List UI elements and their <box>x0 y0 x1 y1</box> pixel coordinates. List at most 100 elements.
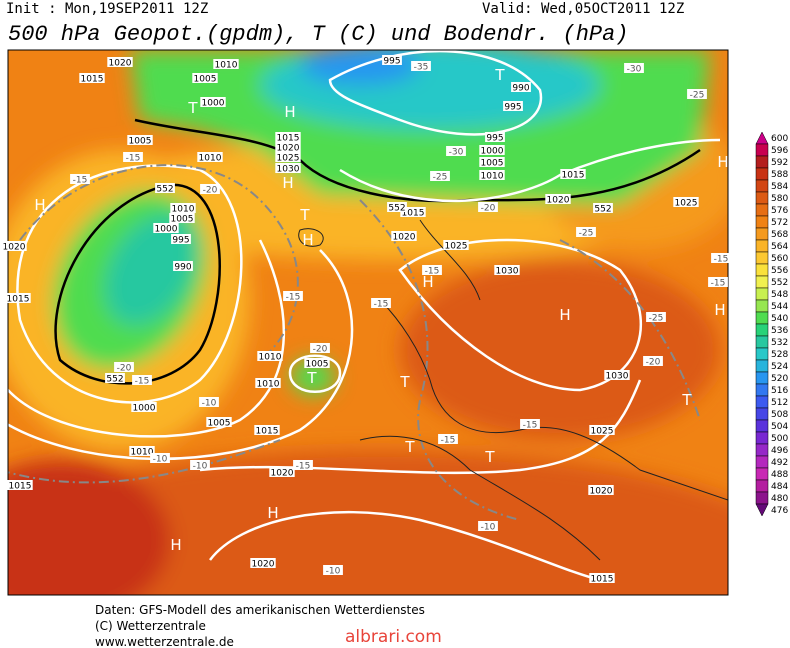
isobar-label: 1015 <box>562 171 585 181</box>
temperature-label-box <box>478 521 498 531</box>
isobar-label-box <box>304 358 330 368</box>
colorbar-label: 492 <box>771 458 788 468</box>
temperature-label-box <box>624 63 644 73</box>
isobar-label: 1025 <box>591 427 614 437</box>
isobar-label: 1010 <box>257 380 280 390</box>
pressure-center: H <box>34 196 45 214</box>
colorbar-swatch <box>755 275 769 289</box>
isobar-label: 1005 <box>481 159 504 169</box>
colorbar-cap <box>755 131 769 145</box>
temperature-label-box <box>199 397 219 407</box>
pressure-center: H <box>559 306 570 324</box>
temperature-label: -15 <box>296 462 311 472</box>
colorbar-label: 504 <box>771 422 788 432</box>
pressure-center: T <box>399 373 410 391</box>
geopotential-label-box <box>155 183 175 193</box>
colorbar-swatch <box>755 155 769 169</box>
isobar-label: 1010 <box>131 448 154 458</box>
isobar-label-box <box>269 467 295 477</box>
colorbar-swatch <box>755 215 769 229</box>
temperature-label: -15 <box>135 377 150 387</box>
isobar-label-box <box>545 194 571 204</box>
temperature-label-box <box>283 291 303 301</box>
colorbar-swatch <box>755 407 769 421</box>
isobar-label: 1015 <box>9 482 32 492</box>
isobar-label: 1005 <box>171 215 194 225</box>
temperature-label: -10 <box>193 462 208 472</box>
colorbar-label: 564 <box>771 242 788 252</box>
geopotential-label-box <box>593 203 613 213</box>
temperature-label-box <box>200 184 220 194</box>
isobar-label: 1020 <box>393 233 416 243</box>
temperature-label-box <box>114 362 134 372</box>
isobar-label: 1000 <box>202 99 225 109</box>
isobar-label: 1020 <box>252 560 275 570</box>
isobar-label: 1015 <box>277 134 300 144</box>
colorbar-swatch <box>755 167 769 181</box>
isobar-label: 1005 <box>129 137 152 147</box>
colorbar-label: 524 <box>771 362 788 372</box>
temperature-label: -30 <box>627 65 642 75</box>
temperature-label: -10 <box>153 455 168 465</box>
temperature-label-box <box>520 419 540 429</box>
isobar-label-box <box>131 402 157 412</box>
isobar-label-box <box>107 57 133 67</box>
colorbar-swatch <box>755 335 769 349</box>
geopotential-label: 552 <box>388 204 405 214</box>
temperature-label-box <box>190 460 210 470</box>
temperature-label: -15 <box>374 300 389 310</box>
isobar-label: 995 <box>172 236 189 246</box>
isobar-label: 1020 <box>271 469 294 479</box>
colorbar-label: 548 <box>771 290 788 300</box>
colorbar-swatch <box>755 419 769 433</box>
isobar-label-box <box>169 213 195 223</box>
isobar-label: 1010 <box>199 154 222 164</box>
temperature-label: -35 <box>414 63 429 73</box>
temperature-label: -20 <box>313 345 328 355</box>
map-frame <box>7 49 729 596</box>
colorbar-label: 528 <box>771 350 788 360</box>
temperature-label-box <box>438 434 458 444</box>
isobar-label: 1010 <box>259 353 282 363</box>
isobar-label-box <box>275 132 301 142</box>
temperature-label-box <box>478 202 498 212</box>
colorbar-label: 488 <box>771 470 788 480</box>
colorbar-swatch <box>755 467 769 481</box>
colorbar-label: 596 <box>771 146 788 156</box>
valid-time: Valid: Wed,05OCT2011 12Z <box>482 1 684 17</box>
temperature-label-box <box>643 356 663 366</box>
isobar-label-box <box>79 73 105 83</box>
colorbar-swatch <box>755 179 769 193</box>
isobar-label-box <box>1 241 27 251</box>
temperature-label: -10 <box>481 523 496 533</box>
isobar-label: 1000 <box>481 147 504 157</box>
isobar-label-box <box>257 351 283 361</box>
pressure-center: H <box>267 504 278 522</box>
colorbar-swatch <box>755 251 769 265</box>
temperature-label: -15 <box>425 267 440 277</box>
isobar-label-box <box>170 203 196 213</box>
temperature-label: -10 <box>202 399 217 409</box>
temperature-label: -15 <box>126 154 141 164</box>
isobar-label-box <box>127 135 153 145</box>
isobar-label-box <box>560 169 586 179</box>
temperature-label: -25 <box>649 314 664 324</box>
temperature-label-box <box>323 565 343 575</box>
init-time: Init : Mon,19SEP2011 12Z <box>6 1 208 17</box>
colorbar-swatch <box>755 359 769 373</box>
temperature-label: -10 <box>326 567 341 577</box>
footer-line: Daten: GFS-Modell des amerikanischen Wet… <box>95 603 425 617</box>
isobar-label-box <box>129 446 155 456</box>
isobar-label: 1015 <box>591 575 614 585</box>
temperature-label-box <box>646 312 666 322</box>
colorbar-swatch <box>755 383 769 397</box>
temperature-label: -20 <box>481 204 496 214</box>
isobar-label: 1015 <box>7 295 30 305</box>
geopotential-label-box <box>387 202 407 212</box>
pressure-center: H <box>282 174 293 192</box>
isobar-label-box <box>443 240 469 250</box>
geopotential-label-box <box>105 373 125 383</box>
colorbar-swatch <box>755 239 769 253</box>
colorbar-swatch <box>755 395 769 409</box>
colorbar-label: 540 <box>771 314 788 324</box>
